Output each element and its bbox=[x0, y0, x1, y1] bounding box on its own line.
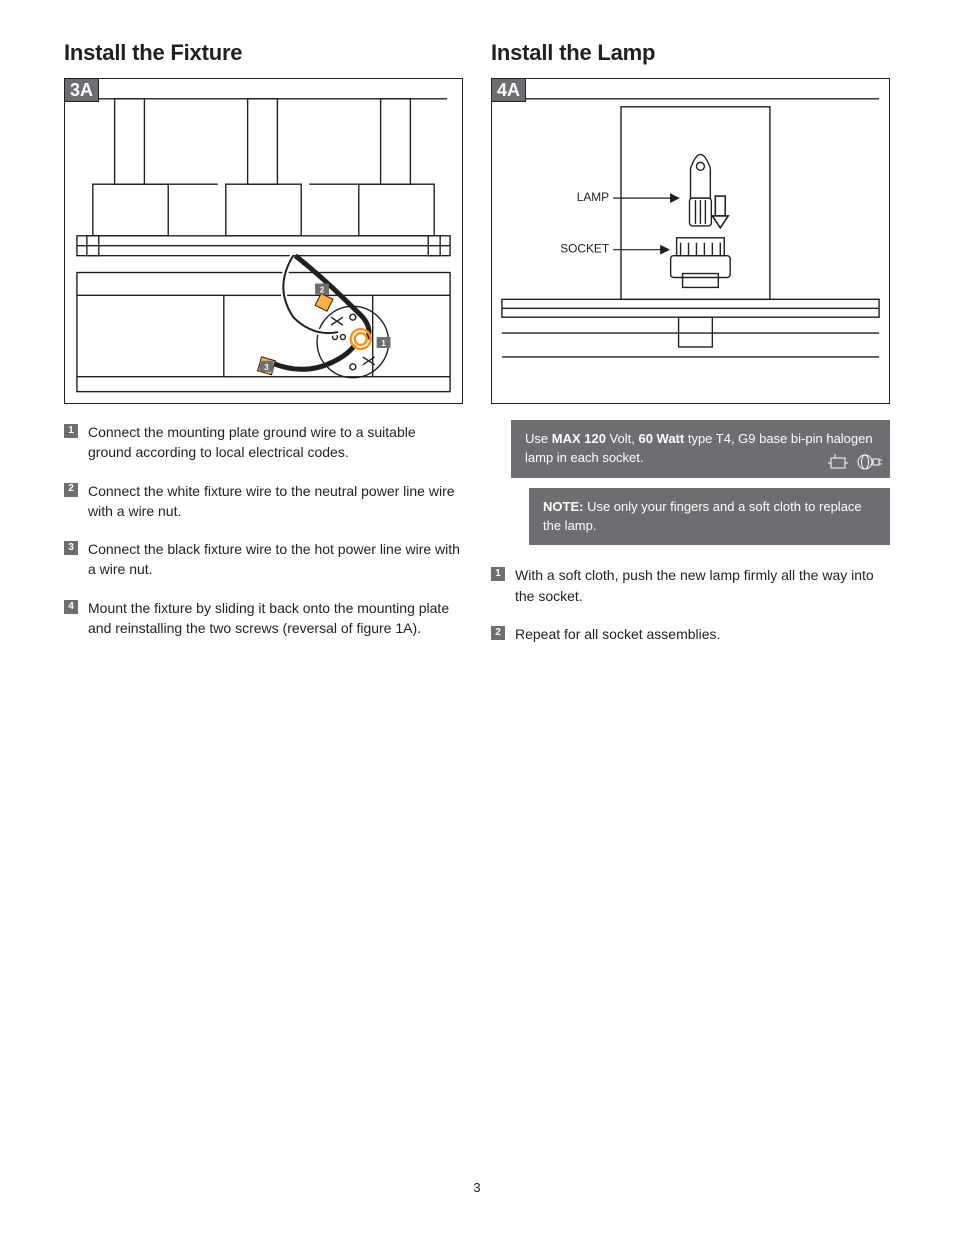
left-step: 2 Connect the white fixture wire to the … bbox=[64, 481, 463, 522]
figure-3a-svg: 1 2 3 bbox=[65, 79, 462, 403]
right-step: 2 Repeat for all socket assemblies. bbox=[491, 624, 890, 644]
note-text: Use only your fingers and a soft cloth t… bbox=[543, 499, 862, 533]
svg-text:SOCKET: SOCKET bbox=[560, 242, 609, 256]
step-text: Mount the fixture by sliding it back ont… bbox=[88, 598, 463, 639]
note-label: NOTE: bbox=[543, 499, 583, 514]
figure-3a: 3A bbox=[64, 78, 463, 404]
callout-bold: 60 Watt bbox=[638, 431, 684, 446]
step-badge: 4 bbox=[64, 600, 78, 614]
right-heading: Install the Lamp bbox=[491, 40, 890, 66]
note-callout: NOTE: Use only your fingers and a soft c… bbox=[529, 488, 890, 546]
step-badge: 1 bbox=[64, 424, 78, 438]
svg-text:LAMP: LAMP bbox=[577, 190, 609, 204]
t4-lamp-icon bbox=[828, 452, 850, 472]
step-text: Connect the mounting plate ground wire t… bbox=[88, 422, 463, 463]
right-step: 1 With a soft cloth, push the new lamp f… bbox=[491, 565, 890, 606]
step-text: Connect the black fixture wire to the ho… bbox=[88, 539, 463, 580]
callout-text: Use bbox=[525, 431, 552, 446]
g9-lamp-icon bbox=[856, 452, 882, 472]
step-badge: 1 bbox=[491, 567, 505, 581]
right-column: Install the Lamp 4A bbox=[491, 40, 890, 662]
page-columns: Install the Fixture 3A bbox=[0, 0, 954, 662]
left-steps: 1 Connect the mounting plate ground wire… bbox=[64, 422, 463, 638]
step-badge: 2 bbox=[64, 483, 78, 497]
page-number: 3 bbox=[0, 1180, 954, 1195]
svg-text:3: 3 bbox=[264, 363, 269, 372]
right-steps: 1 With a soft cloth, push the new lamp f… bbox=[491, 565, 890, 644]
callout-bold: MAX 120 bbox=[552, 431, 606, 446]
callout-text: Volt, bbox=[606, 431, 639, 446]
left-step: 1 Connect the mounting plate ground wire… bbox=[64, 422, 463, 463]
step-text: Repeat for all socket assemblies. bbox=[515, 624, 720, 644]
left-heading: Install the Fixture bbox=[64, 40, 463, 66]
left-column: Install the Fixture 3A bbox=[64, 40, 463, 662]
figure-4a: 4A bbox=[491, 78, 890, 404]
step-text: Connect the white fixture wire to the ne… bbox=[88, 481, 463, 522]
left-step: 3 Connect the black fixture wire to the … bbox=[64, 539, 463, 580]
lamp-type-icons bbox=[828, 452, 882, 472]
step-badge: 2 bbox=[491, 626, 505, 640]
svg-text:1: 1 bbox=[381, 339, 386, 348]
svg-text:2: 2 bbox=[320, 285, 325, 294]
lamp-spec-callout: Use MAX 120 Volt, 60 Watt type T4, G9 ba… bbox=[511, 420, 890, 478]
left-step: 4 Mount the fixture by sliding it back o… bbox=[64, 598, 463, 639]
step-text: With a soft cloth, push the new lamp fir… bbox=[515, 565, 890, 606]
figure-4a-badge: 4A bbox=[492, 79, 526, 102]
figure-4a-svg: LAMP SOCKET bbox=[492, 79, 889, 403]
figure-3a-badge: 3A bbox=[65, 79, 99, 102]
step-badge: 3 bbox=[64, 541, 78, 555]
